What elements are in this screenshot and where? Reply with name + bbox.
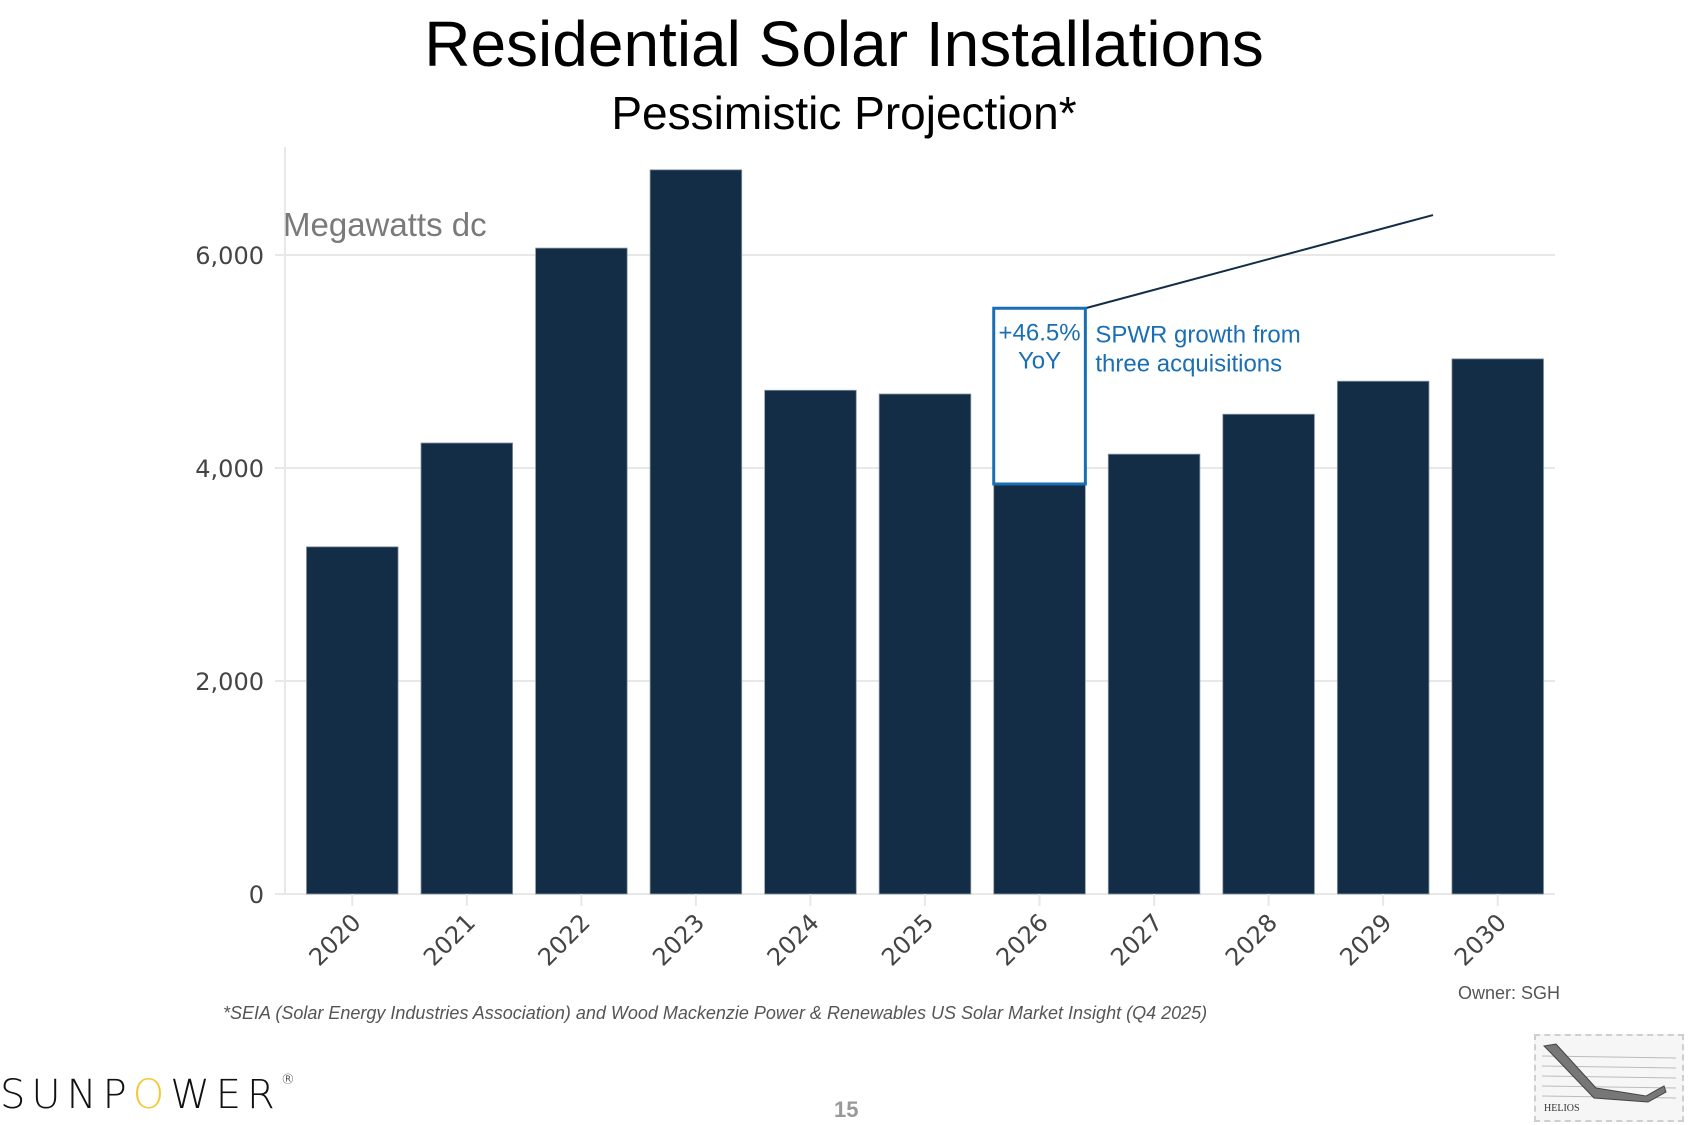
x-tick-label: 2028	[1220, 908, 1283, 971]
bar-2020	[306, 546, 399, 895]
chart-title: Residential Solar Installations	[424, 8, 1264, 80]
chart-subtitle: Pessimistic Projection*	[611, 87, 1077, 139]
bar-2026	[993, 483, 1086, 895]
y-tick-label: 0	[249, 881, 264, 909]
bar-2021	[420, 442, 514, 895]
x-tick-label: 2027	[1105, 908, 1168, 971]
logo-text-post: WER	[170, 1072, 281, 1118]
x-tick-label: 2024	[762, 908, 825, 971]
bar-2029	[1336, 380, 1430, 895]
y-tick-label: 4,000	[195, 455, 264, 483]
helios-stamp-image: HELIOS	[1534, 1034, 1684, 1122]
y-tick-label: 2,000	[195, 668, 264, 696]
annotation-text-line2: three acquisitions	[1095, 350, 1282, 377]
annotation-box-line2: YoY	[1018, 347, 1061, 374]
bar-2024	[764, 389, 857, 895]
bars	[306, 169, 1544, 895]
bar-2027	[1107, 453, 1201, 895]
sunpower-logo: SUNPOWER®	[0, 1072, 295, 1118]
logo-text-pre: SUNP	[0, 1072, 133, 1118]
registered-mark: ®	[280, 1072, 295, 1088]
owner-label: Owner: SGH	[1457, 983, 1560, 1003]
x-tick-label: 2023	[647, 908, 710, 971]
x-tick-label: 2021	[418, 908, 481, 971]
bar-2023	[649, 169, 743, 895]
y-tick-label: 6,000	[195, 242, 264, 270]
bar-2028	[1222, 413, 1315, 895]
trend-line	[1085, 214, 1434, 310]
x-tick-label: 2022	[533, 908, 596, 971]
bar-2025	[878, 393, 972, 895]
x-tick-labels: 2020 2021 2022 2023 2024 2025 2026 2027 2028 2029…	[304, 894, 1512, 971]
stamp-label: HELIOS	[1544, 1103, 1580, 1114]
x-tick-label: 2029	[1334, 908, 1397, 971]
annotation: +46.5% YoY SPWR growth from three acquis…	[992, 214, 1434, 486]
page-number: 15	[834, 1097, 859, 1122]
x-tick-label: 2020	[304, 908, 367, 971]
solar-aircraft-icon	[1541, 1043, 1677, 1103]
logo-o-sun-icon: O	[132, 1072, 171, 1118]
annotation-box-line1: +46.5%	[999, 319, 1081, 346]
x-tick-label: 2025	[876, 908, 939, 971]
source-footnote: *SEIA (Solar Energy Industries Associati…	[223, 1003, 1208, 1023]
annotation-box	[992, 306, 1087, 486]
bar-2030	[1451, 358, 1544, 895]
x-tick-label: 2026	[991, 908, 1054, 971]
annotation-text-line1: SPWR growth from	[1095, 321, 1300, 348]
x-tick-label: 2030	[1449, 908, 1512, 971]
bar-2022	[535, 247, 628, 895]
y-tick-labels: 0 2,000 4,000 6,000	[195, 242, 264, 909]
unit-label: Megawatts dc	[283, 206, 487, 243]
